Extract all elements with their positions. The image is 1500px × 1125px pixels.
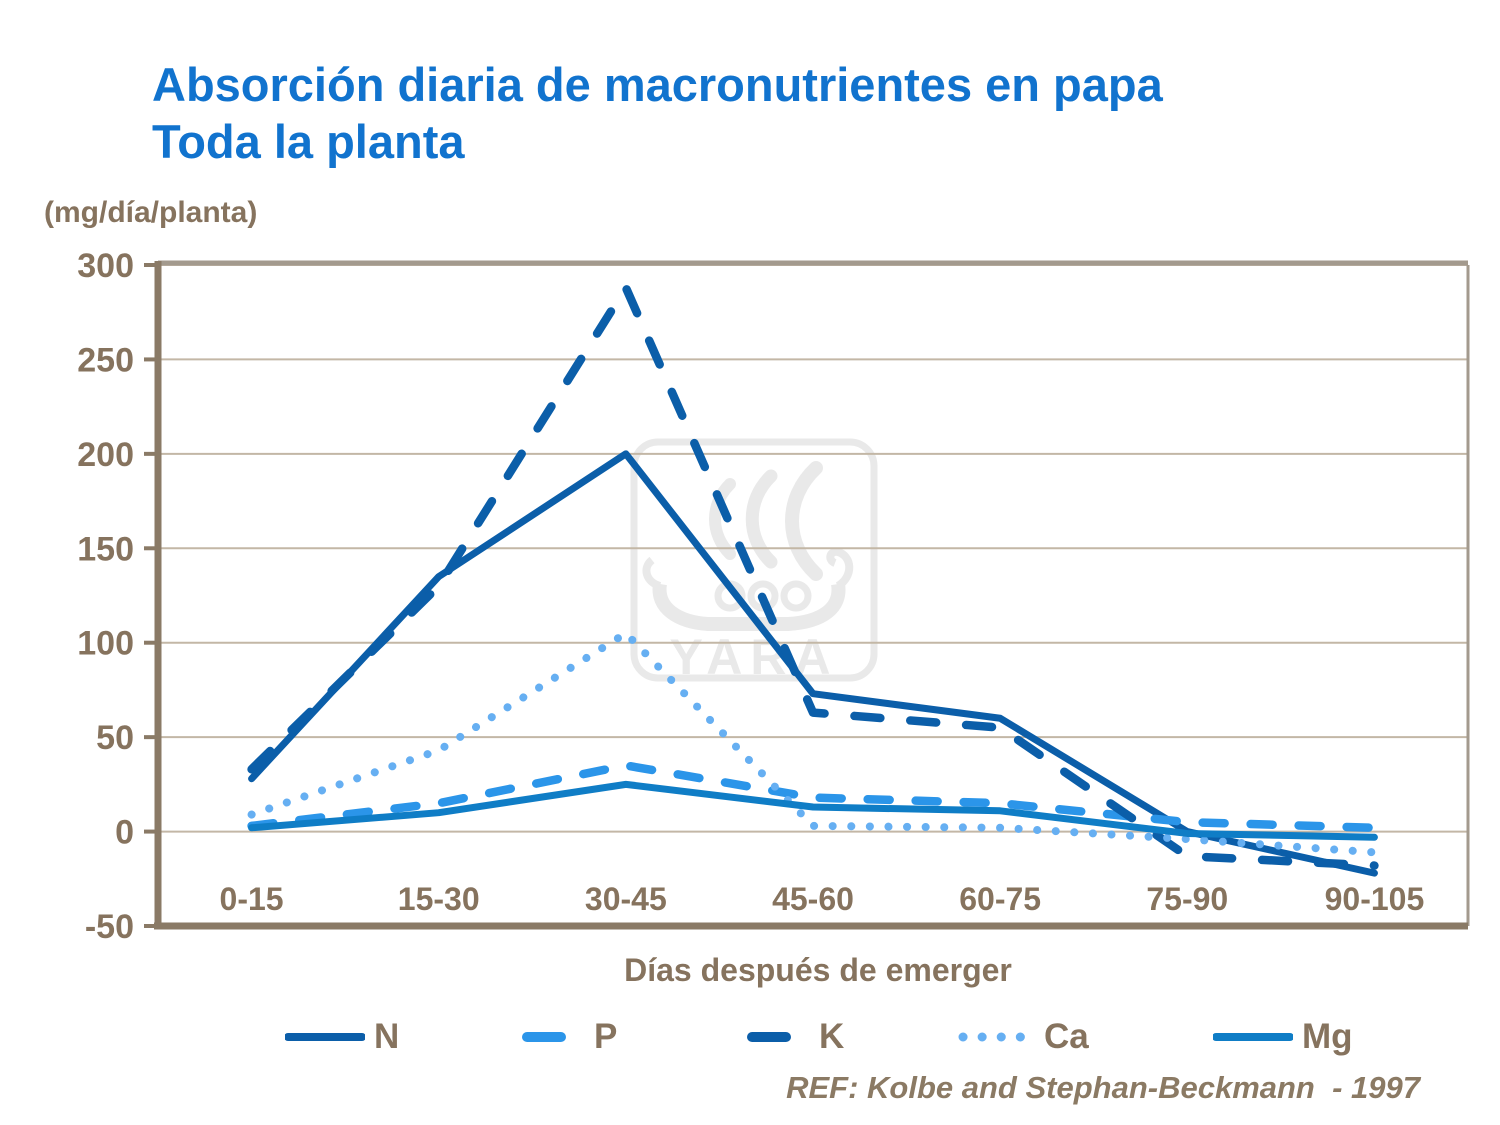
x-axis-title: Días después de emerger bbox=[624, 952, 1012, 988]
x-category-label: 45-60 bbox=[772, 881, 854, 917]
watermark-prow-curl bbox=[826, 547, 854, 590]
x-category-label: 0-15 bbox=[220, 881, 284, 917]
legend-item-K: K bbox=[730, 1014, 844, 1060]
x-category-label: 60-75 bbox=[959, 881, 1041, 917]
title-block: Absorción diaria de macronutrientes en p… bbox=[152, 56, 1163, 171]
watermark-stern-curl bbox=[642, 556, 662, 590]
watermark-border bbox=[630, 438, 878, 682]
legend-label-Ca: Ca bbox=[1044, 1017, 1089, 1056]
x-category-label: 75-90 bbox=[1146, 881, 1228, 917]
watermark-sail-icon bbox=[745, 469, 778, 569]
y-tick-label: 200 bbox=[77, 436, 134, 474]
y-tick-label: 0 bbox=[115, 814, 134, 852]
legend-item-Ca: Ca bbox=[955, 1014, 1089, 1060]
yara-watermark: YARA bbox=[630, 438, 878, 685]
legend-item-N: N bbox=[285, 1014, 399, 1060]
x-category-label: 90-105 bbox=[1325, 881, 1425, 917]
y-tick-label: 300 bbox=[77, 247, 134, 285]
reference-text: REF: Kolbe and Stephan-Beckmann - 1997 bbox=[786, 1070, 1420, 1105]
watermark-text: YARA bbox=[669, 629, 838, 685]
legend-swatch-P-icon bbox=[522, 1032, 566, 1042]
legend-label-P: P bbox=[594, 1017, 618, 1056]
watermark-ship-hull bbox=[652, 582, 846, 631]
legend-swatch-Ca-icon bbox=[958, 1032, 1030, 1042]
x-category-label: 30-45 bbox=[585, 881, 667, 917]
y-tick-label: 250 bbox=[77, 341, 134, 379]
series-line-Ca bbox=[247, 629, 1379, 857]
legend-label-K: K bbox=[819, 1017, 845, 1056]
chart-subtitle: Toda la planta bbox=[152, 115, 465, 169]
legend-label-N: N bbox=[374, 1017, 400, 1056]
legend-item-P: P bbox=[505, 1014, 617, 1060]
legend-swatch-Mg-icon bbox=[1213, 1033, 1293, 1041]
y-tick-label: -50 bbox=[85, 908, 134, 946]
watermark-shield bbox=[780, 580, 812, 612]
y-tick-label: 50 bbox=[96, 719, 134, 757]
y-tick-label: 150 bbox=[77, 530, 134, 568]
chart-title: Absorción diaria de macronutrientes en p… bbox=[152, 58, 1163, 111]
y-tick-label: 100 bbox=[77, 625, 134, 663]
legend-swatch-K-icon bbox=[747, 1032, 791, 1042]
legend-item-Mg: Mg bbox=[1213, 1014, 1353, 1060]
watermark-sail-icon bbox=[785, 461, 823, 581]
series-line-P bbox=[247, 761, 1379, 833]
x-category-label: 15-30 bbox=[398, 881, 480, 917]
legend-swatch-N-icon bbox=[285, 1033, 365, 1041]
legend-label-Mg: Mg bbox=[1302, 1017, 1353, 1056]
series-line-K bbox=[247, 283, 1379, 870]
chart-legend: N P K Ca Mg bbox=[0, 1014, 1500, 1064]
series-line-Mg bbox=[248, 780, 1378, 841]
y-axis-unit-label: (mg/día/planta) bbox=[44, 196, 258, 229]
